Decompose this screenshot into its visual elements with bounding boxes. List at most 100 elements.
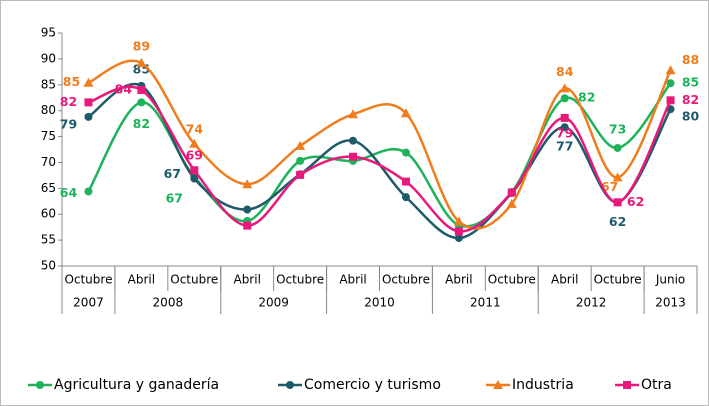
x-tick-label: Abril xyxy=(233,273,260,287)
x-group-label: 2008 xyxy=(153,296,184,310)
data-label: 89 xyxy=(133,39,150,54)
x-group-label: 2011 xyxy=(470,296,501,310)
data-point xyxy=(189,138,200,148)
data-label: 67 xyxy=(166,190,183,205)
x-tick-label: Octubre xyxy=(64,273,112,287)
y-tick-label: 90 xyxy=(41,51,56,65)
legend-marker xyxy=(623,381,631,389)
data-label: 77 xyxy=(556,139,573,154)
data-point xyxy=(453,216,464,226)
data-point xyxy=(136,58,147,68)
data-point xyxy=(612,172,623,182)
data-label: 62 xyxy=(609,214,626,229)
data-point xyxy=(83,77,94,87)
data-point xyxy=(190,166,199,175)
data-point xyxy=(507,188,516,197)
legend-label: Otra xyxy=(641,377,672,393)
data-point xyxy=(137,85,146,94)
legend-marker xyxy=(286,381,294,389)
x-tick-label: Abril xyxy=(339,273,366,287)
data-label: 80 xyxy=(682,109,700,124)
x-tick-label: Abril xyxy=(551,273,578,287)
data-point xyxy=(190,174,199,183)
x-tick-label: Octubre xyxy=(170,273,218,287)
data-label: 62 xyxy=(627,194,644,209)
data-point xyxy=(295,140,306,150)
data-label: 67 xyxy=(164,166,181,181)
data-point xyxy=(400,108,411,118)
data-point xyxy=(243,221,252,230)
x-tick-label: Abril xyxy=(445,273,472,287)
data-label: 84 xyxy=(556,64,574,79)
data-point xyxy=(349,152,358,161)
legend-label: Industria xyxy=(512,377,574,393)
data-label: 73 xyxy=(609,121,626,136)
x-group-label: 2009 xyxy=(258,296,289,310)
data-point xyxy=(454,234,463,243)
data-point xyxy=(401,177,410,186)
series-line xyxy=(87,82,672,240)
data-label: 79 xyxy=(60,116,77,131)
y-tick-label: 80 xyxy=(41,103,56,117)
data-point xyxy=(137,98,146,107)
data-label: 82 xyxy=(682,92,699,107)
data-point xyxy=(506,198,517,208)
y-tick-label: 50 xyxy=(41,259,56,273)
data-point xyxy=(665,65,676,75)
data-point xyxy=(613,143,622,152)
x-group-label: 2010 xyxy=(364,296,395,310)
data-point xyxy=(560,113,569,122)
x-tick-label: Junio xyxy=(655,273,685,287)
legend-marker xyxy=(36,381,44,389)
data-point xyxy=(666,79,675,88)
data-label: 82 xyxy=(60,94,77,109)
x-tick-label: Octubre xyxy=(382,273,430,287)
data-point xyxy=(401,193,410,202)
data-point xyxy=(349,136,358,145)
data-label: 85 xyxy=(682,75,699,90)
data-label: 82 xyxy=(133,116,150,131)
data-point xyxy=(84,187,93,196)
y-tick-label: 75 xyxy=(41,129,56,143)
x-tick-label: Octubre xyxy=(488,273,536,287)
y-tick-label: 85 xyxy=(41,77,56,91)
data-point xyxy=(401,148,410,157)
x-tick-label: Octubre xyxy=(594,273,642,287)
data-point xyxy=(348,109,359,119)
legend-label: Comercio y turismo xyxy=(304,377,441,393)
data-label: 64 xyxy=(60,185,78,200)
y-tick-label: 65 xyxy=(41,181,56,195)
data-point xyxy=(559,83,570,93)
data-label: 69 xyxy=(186,148,203,163)
y-tick-label: 55 xyxy=(41,233,56,247)
x-group-label: 2012 xyxy=(576,296,607,310)
data-point xyxy=(666,96,675,105)
data-point xyxy=(242,179,253,189)
data-point xyxy=(84,98,93,107)
data-point xyxy=(296,170,305,179)
data-label: 74 xyxy=(186,121,204,136)
data-point xyxy=(560,123,569,132)
data-label: 85 xyxy=(63,74,80,89)
y-tick-label: 95 xyxy=(41,26,56,40)
x-group-label: 2013 xyxy=(655,296,686,310)
data-point xyxy=(613,198,622,207)
y-tick-label: 60 xyxy=(41,207,56,221)
x-tick-label: Abril xyxy=(128,273,155,287)
data-label: 84 xyxy=(115,81,133,96)
y-tick-label: 70 xyxy=(41,155,56,169)
data-point xyxy=(243,205,252,214)
legend-label: Agricultura y ganadería xyxy=(54,377,219,393)
x-tick-label: Octubre xyxy=(276,273,324,287)
x-group-label: 2007 xyxy=(73,296,104,310)
data-label: 82 xyxy=(578,90,595,105)
data-point xyxy=(454,227,463,236)
data-label: 88 xyxy=(682,52,699,67)
data-point xyxy=(84,112,93,121)
data-label: 79 xyxy=(556,125,573,140)
legend-marker xyxy=(493,380,503,389)
data-point xyxy=(296,156,305,165)
data-point xyxy=(560,94,569,103)
